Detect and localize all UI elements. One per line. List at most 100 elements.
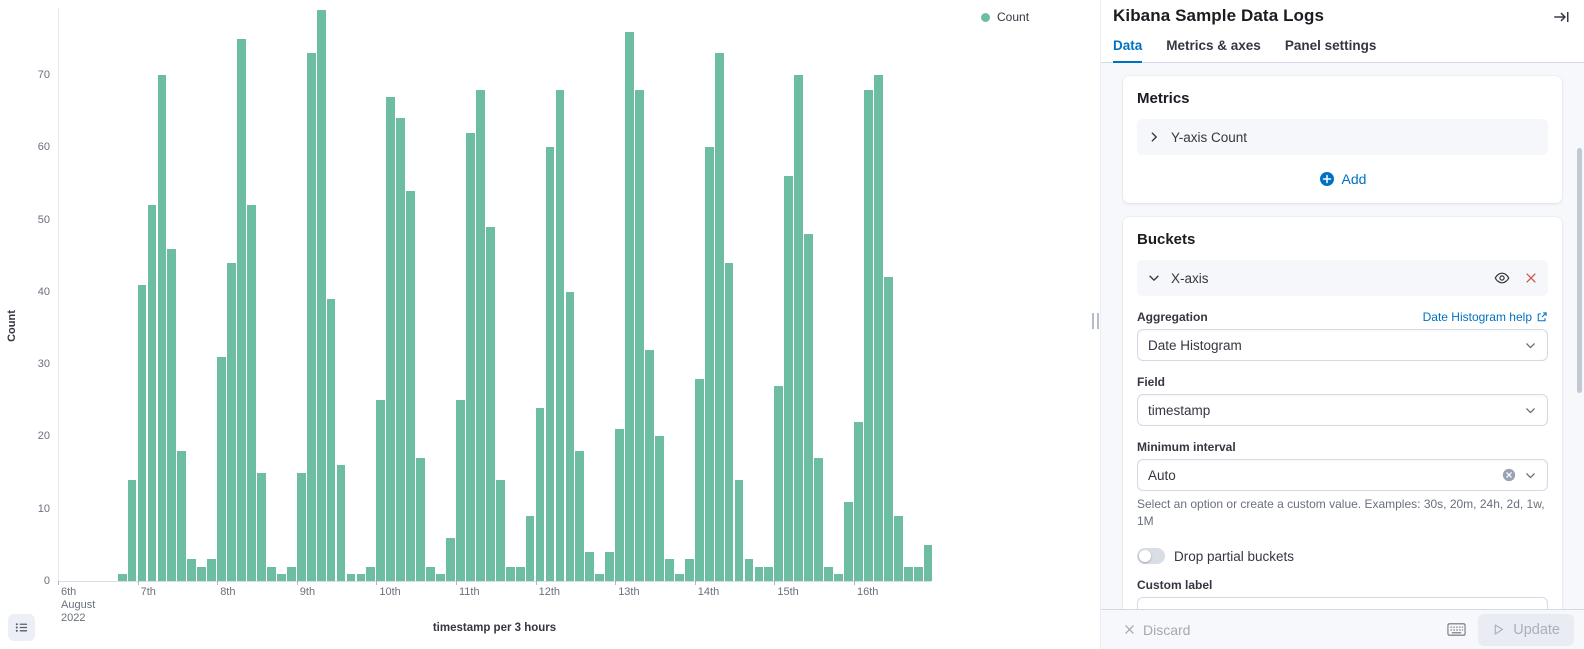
bar[interactable] [645,349,654,581]
bar[interactable] [177,450,187,581]
bar[interactable] [485,226,495,581]
bar[interactable] [824,566,833,581]
add-metric-button[interactable]: Add [1137,171,1548,187]
toggle-off-switch[interactable] [1137,548,1165,564]
bar[interactable] [655,436,664,581]
bar[interactable] [525,515,535,581]
bar[interactable] [426,566,435,581]
bar[interactable] [386,96,396,581]
bar[interactable] [127,479,137,581]
bar[interactable] [505,566,515,581]
bar[interactable] [754,566,764,581]
bar[interactable] [356,573,366,581]
bar[interactable] [863,89,873,581]
update-button[interactable]: Update [1478,613,1574,646]
bar[interactable] [834,573,843,581]
bar[interactable] [346,573,356,581]
bar[interactable] [873,75,883,581]
bar[interactable] [306,53,316,581]
bar[interactable] [416,458,426,581]
bar[interactable] [744,559,754,581]
bar[interactable] [794,75,804,581]
tab-data[interactable]: Data [1113,38,1143,63]
bar[interactable] [535,407,545,581]
bar[interactable] [724,263,734,581]
panel-resize-handle[interactable] [1092,313,1099,329]
date-histogram-help-link[interactable]: Date Histogram help [1423,310,1548,324]
bar[interactable] [784,176,794,581]
bar[interactable] [674,573,684,581]
bar[interactable] [217,356,227,581]
minimum-interval-select[interactable]: Auto [1137,459,1548,491]
custom-label-input[interactable] [1137,597,1548,609]
bar[interactable] [117,573,127,581]
bar[interactable] [585,552,595,581]
bar[interactable] [595,573,605,581]
bar[interactable] [366,566,376,581]
tab-metrics-axes[interactable]: Metrics & axes [1166,38,1261,53]
bar[interactable] [227,263,236,581]
bar[interactable] [376,400,386,581]
bar[interactable] [694,378,704,581]
bar[interactable] [684,559,694,581]
bar[interactable] [197,566,207,581]
legend-toggle-button[interactable] [8,614,35,641]
discard-button[interactable]: Discard [1123,622,1190,638]
eye-icon[interactable] [1494,270,1510,286]
bar[interactable] [734,479,744,581]
bar[interactable] [326,299,336,581]
bar[interactable] [565,291,575,581]
tab-panel-settings[interactable]: Panel settings [1284,38,1377,53]
bar[interactable] [247,205,256,581]
bar[interactable] [286,566,296,581]
bar[interactable] [187,559,197,581]
bar[interactable] [336,465,346,581]
bar[interactable] [276,573,286,581]
bar[interactable] [814,458,824,581]
bar[interactable] [475,89,485,581]
bar[interactable] [714,53,724,581]
bar[interactable] [296,472,306,581]
bar[interactable] [257,472,266,581]
bar[interactable] [704,147,714,581]
bar[interactable] [137,284,147,581]
bar[interactable] [923,544,933,581]
bar[interactable] [147,205,157,581]
bar[interactable] [903,566,913,581]
bar[interactable] [844,501,853,581]
aggregation-select[interactable]: Date Histogram [1137,329,1548,361]
bar[interactable] [515,566,525,581]
remove-bucket-icon[interactable] [1524,271,1538,285]
bar[interactable] [854,422,863,581]
bar[interactable] [625,31,634,581]
bar[interactable] [575,450,585,581]
bar[interactable] [635,89,644,581]
bar[interactable] [764,566,774,581]
collapse-sidebar-icon[interactable] [1552,8,1570,26]
bar[interactable] [406,190,416,581]
bar[interactable] [446,537,455,581]
bar[interactable] [804,234,814,581]
bar[interactable] [465,132,475,581]
chart-legend[interactable]: Count [981,10,1029,24]
bar[interactable] [883,277,893,581]
sidebar-scrollbar[interactable] [1577,148,1582,393]
bar[interactable] [396,118,406,581]
bar[interactable] [167,248,177,581]
bar[interactable] [555,89,565,581]
bar[interactable] [266,566,276,581]
bar[interactable] [207,559,217,581]
bar[interactable] [237,38,246,581]
clear-selection-icon[interactable] [1502,468,1516,482]
bar[interactable] [545,147,555,581]
bar[interactable] [664,559,674,581]
bar[interactable] [157,75,167,581]
bar[interactable] [605,552,615,581]
bar[interactable] [316,10,326,581]
bar[interactable] [774,385,784,581]
field-select[interactable]: timestamp [1137,394,1548,426]
drop-partial-buckets-toggle[interactable]: Drop partial buckets [1137,548,1548,564]
bucket-x-axis-row[interactable]: X-axis [1137,260,1548,296]
bar[interactable] [495,479,505,581]
bar[interactable] [913,566,923,581]
